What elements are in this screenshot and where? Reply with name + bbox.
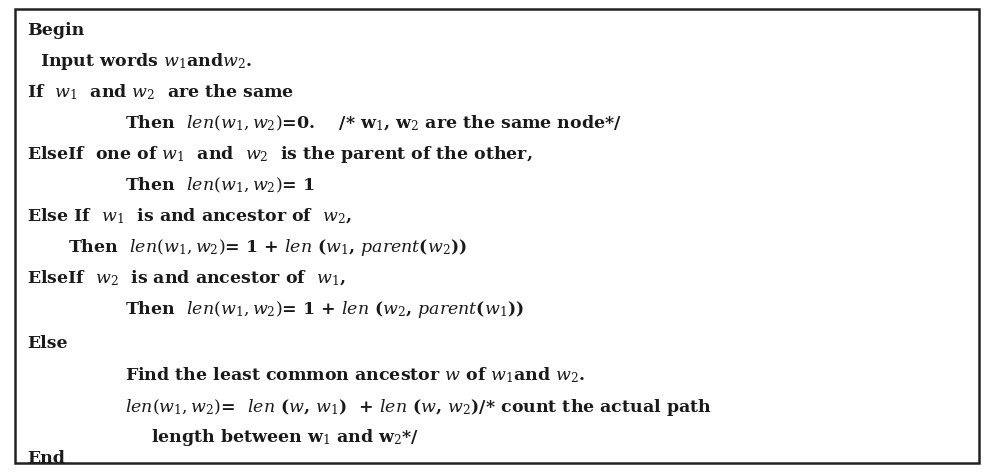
Text: Find the least common ancestor $\mathit{w}$ of $\mathit{w}_1$and $\mathit{w}_2$.: Find the least common ancestor $\mathit{… — [125, 365, 585, 385]
Text: $\mathit{len}(\mathit{w}_1,\mathit{w}_2)$=  $\mathit{len}$ ($\mathit{w}$, $\math: $\mathit{len}(\mathit{w}_1,\mathit{w}_2)… — [125, 396, 712, 418]
FancyBboxPatch shape — [15, 9, 979, 463]
Text: ElseIf  one of $\mathit{w}_1$  and  $\mathit{w}_2$  is the parent of the other,: ElseIf one of $\mathit{w}_1$ and $\mathi… — [28, 143, 533, 165]
Text: length between w$_1$ and w$_2$*/: length between w$_1$ and w$_2$*/ — [151, 427, 419, 448]
Text: Then  $\mathit{len}(\mathit{w}_1,\mathit{w}_2)$=0.    /* w$_1$, w$_2$ are the sa: Then $\mathit{len}(\mathit{w}_1,\mathit{… — [125, 113, 621, 133]
Text: Then  $\mathit{len}(\mathit{w}_1,\mathit{w}_2)$= 1 + $\mathit{len}$ ($\mathit{w}: Then $\mathit{len}(\mathit{w}_1,\mathit{… — [125, 299, 524, 320]
Text: Else: Else — [28, 335, 69, 352]
Text: Input words $\mathit{w}_1$and$\mathit{w}_2$.: Input words $\mathit{w}_1$and$\mathit{w}… — [34, 51, 252, 72]
Text: Begin: Begin — [28, 22, 84, 39]
Text: Then  $\mathit{len}(\mathit{w}_1,\mathit{w}_2)$= 1: Then $\mathit{len}(\mathit{w}_1,\mathit{… — [125, 176, 315, 195]
Text: End: End — [28, 449, 66, 466]
Text: Then  $\mathit{len}(\mathit{w}_1,\mathit{w}_2)$= 1 + $\mathit{len}$ ($\mathit{w}: Then $\mathit{len}(\mathit{w}_1,\mathit{… — [69, 236, 467, 258]
Text: Else If  $\mathit{w}_1$  is and ancestor of  $\mathit{w}_2$,: Else If $\mathit{w}_1$ is and ancestor o… — [28, 206, 352, 226]
Text: If  $\mathit{w}_1$  and $\mathit{w}_2$  are the same: If $\mathit{w}_1$ and $\mathit{w}_2$ are… — [28, 82, 294, 102]
Text: ElseIf  $\mathit{w}_2$  is and ancestor of  $\mathit{w}_1$,: ElseIf $\mathit{w}_2$ is and ancestor of… — [28, 269, 346, 288]
